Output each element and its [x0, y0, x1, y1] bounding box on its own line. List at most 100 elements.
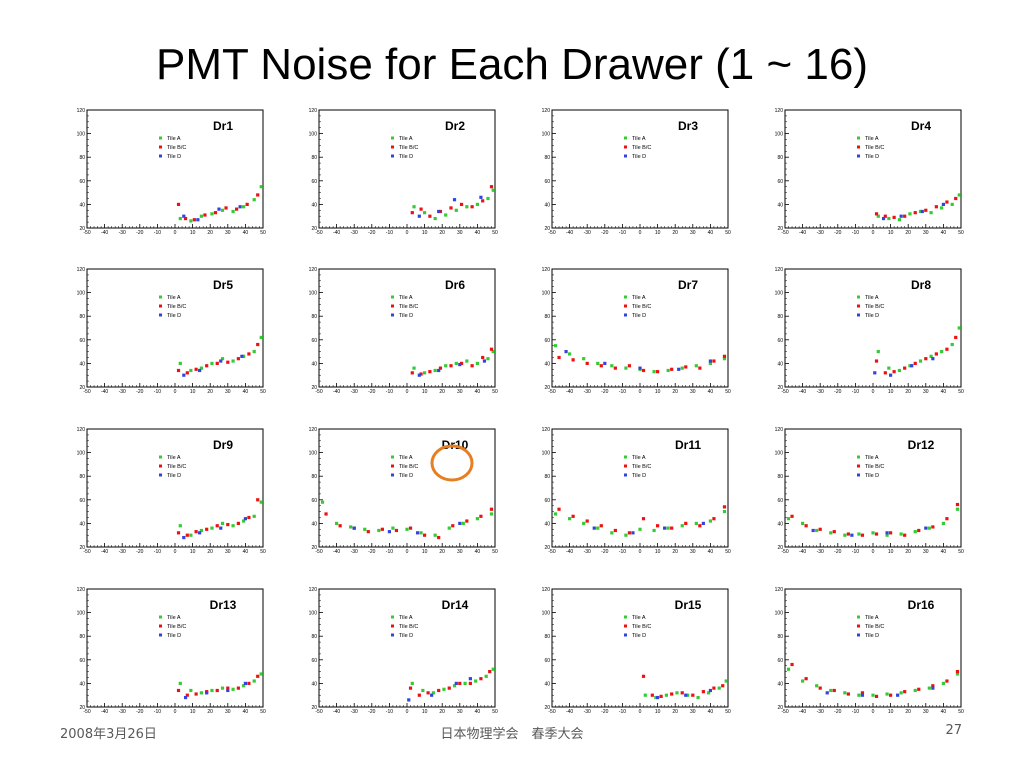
data-point	[892, 215, 896, 219]
x-tick-label: 40	[941, 709, 947, 715]
y-tick-label: 80	[544, 634, 550, 640]
y-tick-label: 60	[777, 179, 783, 185]
legend-marker	[857, 313, 860, 317]
x-tick-label: -40	[799, 389, 806, 395]
data-point	[417, 214, 421, 218]
data-point	[377, 528, 381, 533]
data-point	[553, 344, 558, 348]
data-point	[804, 524, 808, 528]
data-point	[421, 688, 425, 693]
legend-label: Tile A	[399, 615, 413, 621]
x-tick-label: 40	[475, 230, 481, 236]
data-point	[198, 368, 202, 373]
data-point	[913, 361, 917, 365]
data-point	[663, 526, 667, 530]
y-tick-label: 100	[775, 451, 784, 457]
x-tick-label: -40	[566, 230, 573, 236]
x-tick-label: -10	[619, 230, 626, 236]
y-tick-label: 80	[777, 314, 783, 320]
data-point	[876, 214, 880, 218]
data-point	[236, 686, 240, 690]
x-tick-label: 50	[492, 709, 498, 715]
x-tick-label: 10	[888, 709, 894, 715]
data-point	[205, 527, 209, 531]
legend-marker	[391, 313, 394, 317]
drawer-label: Dr5	[213, 278, 233, 292]
y-tick-label: 60	[79, 658, 85, 664]
data-point	[892, 370, 896, 374]
legend-label: Tile D	[632, 473, 646, 479]
data-point	[259, 500, 263, 504]
data-point	[242, 519, 246, 523]
data-point	[256, 674, 260, 678]
legend-marker	[159, 624, 162, 628]
drawer-plot-5: -50 -40 -30 -20 -10 0 10 20 30 40 50 20 40 60 80 100 120…	[67, 263, 267, 395]
y-tick-label: 40	[311, 521, 317, 527]
data-point	[685, 693, 690, 697]
scatter-plot-svg: -50 -40 -30 -20 -10 0 10 20 30 40 50 20 40 60 80 100 120…	[309, 587, 498, 715]
x-tick-label: 40	[941, 549, 947, 555]
data-point	[917, 528, 921, 533]
x-tick-label: -50	[83, 389, 90, 395]
plot-frame	[318, 109, 496, 229]
legend-label: Tile A	[632, 295, 646, 301]
x-tick-label: 40	[243, 549, 249, 555]
data-point	[489, 507, 494, 511]
drawer-plot-16: -50 -40 -30 -20 -10 0 10 20 30 40 50 20 40 60 80 100 120…	[765, 583, 965, 715]
data-point	[680, 691, 684, 695]
data-point	[236, 357, 240, 361]
x-tick-label: 30	[690, 709, 696, 715]
y-tick-label: 20	[79, 545, 85, 551]
data-point	[568, 352, 572, 356]
x-tick-label: 50	[260, 230, 266, 236]
x-tick-label: -40	[799, 549, 806, 555]
x-tick-label: -40	[333, 230, 340, 236]
data-point	[596, 526, 600, 530]
data-point	[708, 361, 712, 365]
x-tick-label: 50	[260, 549, 266, 555]
y-tick-label: 120	[775, 267, 784, 273]
x-tick-label: -50	[781, 549, 788, 555]
footer-page-number: 27	[945, 723, 962, 738]
data-point	[903, 214, 907, 218]
data-point	[444, 213, 448, 217]
data-point	[786, 517, 791, 521]
x-tick-label: 50	[725, 389, 731, 395]
x-tick-label: -10	[154, 709, 161, 715]
data-point	[454, 361, 458, 365]
data-point	[899, 532, 903, 536]
legend-marker	[624, 633, 627, 637]
data-point	[860, 533, 865, 537]
x-tick-label: 10	[655, 389, 661, 395]
data-point	[675, 691, 679, 695]
data-point	[238, 205, 242, 209]
data-point	[885, 692, 889, 696]
x-tick-label: 10	[422, 230, 428, 236]
x-tick-label: 40	[708, 709, 714, 715]
data-point	[437, 688, 441, 693]
data-point	[178, 216, 182, 221]
drawer-plot-7: -50 -40 -30 -20 -10 0 10 20 30 40 50 20 40 60 80 100 120…	[532, 263, 732, 395]
data-point	[192, 218, 196, 222]
y-tick-label: 60	[311, 179, 317, 185]
data-point	[475, 517, 479, 521]
x-tick-label: -30	[584, 389, 591, 395]
x-tick-label: -30	[817, 549, 824, 555]
data-point	[419, 207, 423, 211]
data-point	[407, 698, 411, 702]
data-point	[610, 364, 614, 368]
x-tick-label: 20	[905, 230, 911, 236]
drawer-plot-3: -50 -40 -30 -20 -10 0 10 20 30 40 50 20 40 60 80 100 120…	[532, 104, 732, 236]
data-point	[423, 211, 427, 215]
y-tick-label: 40	[79, 521, 85, 527]
drawer-label: Dr2	[445, 119, 465, 133]
plot-frame	[86, 109, 264, 229]
data-point	[235, 207, 239, 211]
data-point	[252, 679, 256, 683]
data-point	[491, 188, 495, 192]
data-point	[638, 527, 642, 531]
y-tick-label: 40	[544, 361, 550, 367]
data-point	[426, 691, 430, 695]
legend-marker	[624, 145, 627, 149]
